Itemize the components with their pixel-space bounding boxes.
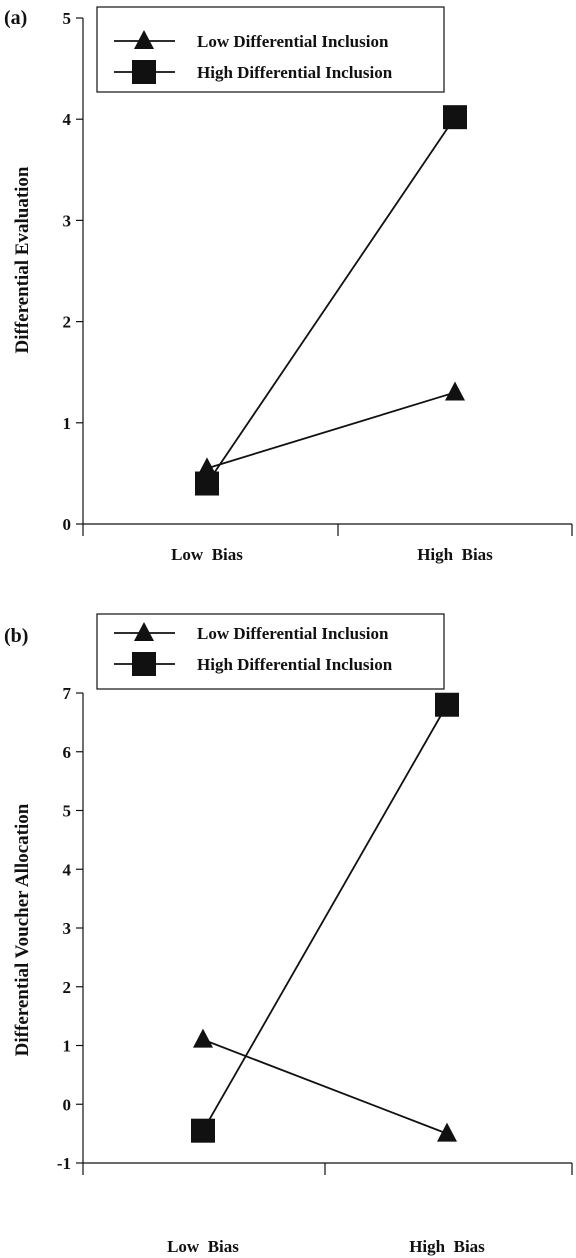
series-line	[202, 1038, 448, 1135]
x-category-label: High Bias	[409, 1237, 485, 1256]
y-tick-label: 0	[63, 515, 72, 534]
series-low-differential-inclusion	[197, 381, 465, 477]
y-tick-label: 1	[63, 414, 72, 433]
y-tick-label: 3	[63, 211, 72, 230]
legend-square-marker	[132, 652, 156, 676]
data-point-triangle	[445, 381, 465, 401]
data-point-triangle	[193, 1028, 213, 1048]
y-tick-label: 2	[63, 978, 72, 997]
y-tick-label: 4	[63, 110, 72, 129]
legend-triangle-marker	[134, 622, 154, 641]
chart-panel-b: (b) -1 0 1 2 3 4 5 6 7 Differential Voucher Alloca…	[4, 613, 573, 1256]
legend: Low Differential Inclusion High Different…	[96, 613, 445, 690]
y-tick-label: 1	[63, 1037, 72, 1056]
y-axis-title: Differential Voucher Allocation	[12, 803, 33, 1056]
series-line	[202, 704, 448, 1132]
data-point-square	[191, 1118, 215, 1143]
panel-label: (a)	[4, 7, 27, 29]
data-point-square	[195, 471, 219, 496]
y-tick-label: 4	[63, 860, 72, 879]
series-low-differential-inclusion	[193, 1028, 457, 1142]
y-axis-title: Differential Evaluation	[12, 166, 33, 353]
chart-panel-a: (a) 0 1 2 3 4 5 Differential Evaluation Low Bias…	[4, 6, 573, 564]
legend-triangle-marker	[134, 30, 154, 49]
data-point-triangle	[437, 1122, 457, 1142]
y-tick-label: 5	[63, 9, 72, 28]
y-tick-label: 5	[63, 802, 72, 821]
x-category-label: High Bias	[417, 545, 493, 564]
legend-square-marker	[132, 60, 156, 84]
legend-entry-label: High Differential Inclusion	[197, 655, 393, 674]
y-tick-label: 7	[63, 684, 72, 703]
x-category-label: Low Bias	[167, 1237, 239, 1256]
legend-box	[96, 613, 445, 690]
series-line	[206, 116, 456, 485]
data-point-square	[443, 105, 467, 130]
y-tick-label: 6	[63, 743, 72, 762]
y-tick-label: 3	[63, 919, 72, 938]
legend: Low Differential Inclusion High Different…	[96, 6, 445, 93]
legend-entry-label: Low Differential Inclusion	[197, 624, 389, 643]
y-tick-label: 2	[63, 313, 72, 332]
y-tick-label: -1	[57, 1154, 71, 1173]
series-high-differential-inclusion	[191, 692, 459, 1143]
y-tick-label: 0	[63, 1095, 72, 1114]
legend-entry-label: High Differential Inclusion	[197, 63, 393, 82]
x-category-label: Low Bias	[171, 545, 243, 564]
panel-label: (b)	[4, 625, 28, 647]
series-high-differential-inclusion	[195, 105, 467, 496]
series-line	[206, 391, 456, 470]
legend-entry-label: Low Differential Inclusion	[197, 32, 389, 51]
data-point-square	[435, 692, 459, 717]
